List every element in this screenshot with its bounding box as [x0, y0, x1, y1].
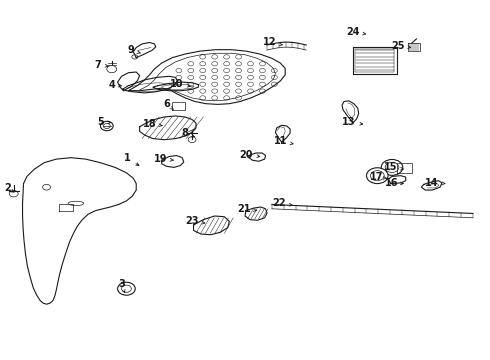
- Polygon shape: [23, 158, 136, 304]
- Polygon shape: [128, 50, 285, 104]
- Polygon shape: [172, 102, 185, 110]
- Polygon shape: [408, 43, 420, 51]
- Polygon shape: [421, 181, 442, 190]
- Text: 23: 23: [185, 216, 205, 226]
- Text: 25: 25: [391, 41, 411, 51]
- Text: 1: 1: [124, 153, 139, 166]
- Text: 21: 21: [237, 204, 257, 214]
- Text: 19: 19: [154, 154, 173, 164]
- Text: 22: 22: [272, 198, 292, 208]
- Polygon shape: [118, 72, 140, 91]
- Text: 12: 12: [263, 37, 282, 48]
- Text: 9: 9: [128, 45, 140, 55]
- Text: 24: 24: [346, 27, 366, 37]
- Circle shape: [118, 282, 135, 295]
- Text: 4: 4: [108, 80, 122, 90]
- Polygon shape: [388, 176, 406, 184]
- Polygon shape: [342, 101, 359, 123]
- Polygon shape: [275, 125, 290, 142]
- Polygon shape: [397, 163, 412, 173]
- Text: 20: 20: [239, 150, 260, 160]
- Text: 6: 6: [163, 99, 173, 109]
- Text: 2: 2: [4, 183, 14, 193]
- Polygon shape: [162, 156, 184, 167]
- Circle shape: [381, 159, 403, 175]
- Text: 15: 15: [384, 162, 403, 172]
- Text: 18: 18: [143, 119, 162, 129]
- Circle shape: [100, 121, 113, 131]
- Text: 3: 3: [118, 279, 125, 293]
- Text: 14: 14: [425, 178, 445, 188]
- Text: 10: 10: [170, 78, 190, 89]
- Text: 11: 11: [273, 136, 293, 147]
- Text: 5: 5: [97, 117, 111, 127]
- Circle shape: [107, 66, 117, 73]
- Polygon shape: [133, 42, 156, 58]
- Polygon shape: [245, 207, 267, 220]
- Text: 16: 16: [385, 178, 403, 188]
- Text: 8: 8: [182, 128, 195, 138]
- Polygon shape: [194, 216, 229, 235]
- Text: 17: 17: [369, 172, 386, 182]
- Polygon shape: [249, 153, 266, 161]
- Polygon shape: [353, 47, 397, 74]
- Text: 13: 13: [342, 117, 363, 127]
- Polygon shape: [140, 116, 196, 140]
- Polygon shape: [122, 76, 177, 93]
- Polygon shape: [153, 82, 198, 91]
- Text: 7: 7: [95, 60, 108, 70]
- Circle shape: [367, 168, 388, 184]
